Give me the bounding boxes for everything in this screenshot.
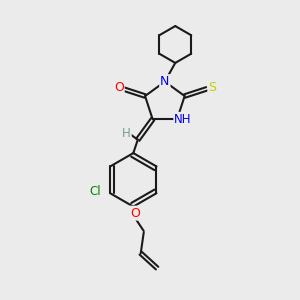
Text: Cl: Cl xyxy=(90,185,101,198)
Text: O: O xyxy=(114,81,124,94)
Text: H: H xyxy=(122,127,131,140)
Text: N: N xyxy=(160,75,170,88)
Text: NH: NH xyxy=(174,113,192,126)
Text: S: S xyxy=(208,80,216,94)
Text: O: O xyxy=(130,207,140,220)
